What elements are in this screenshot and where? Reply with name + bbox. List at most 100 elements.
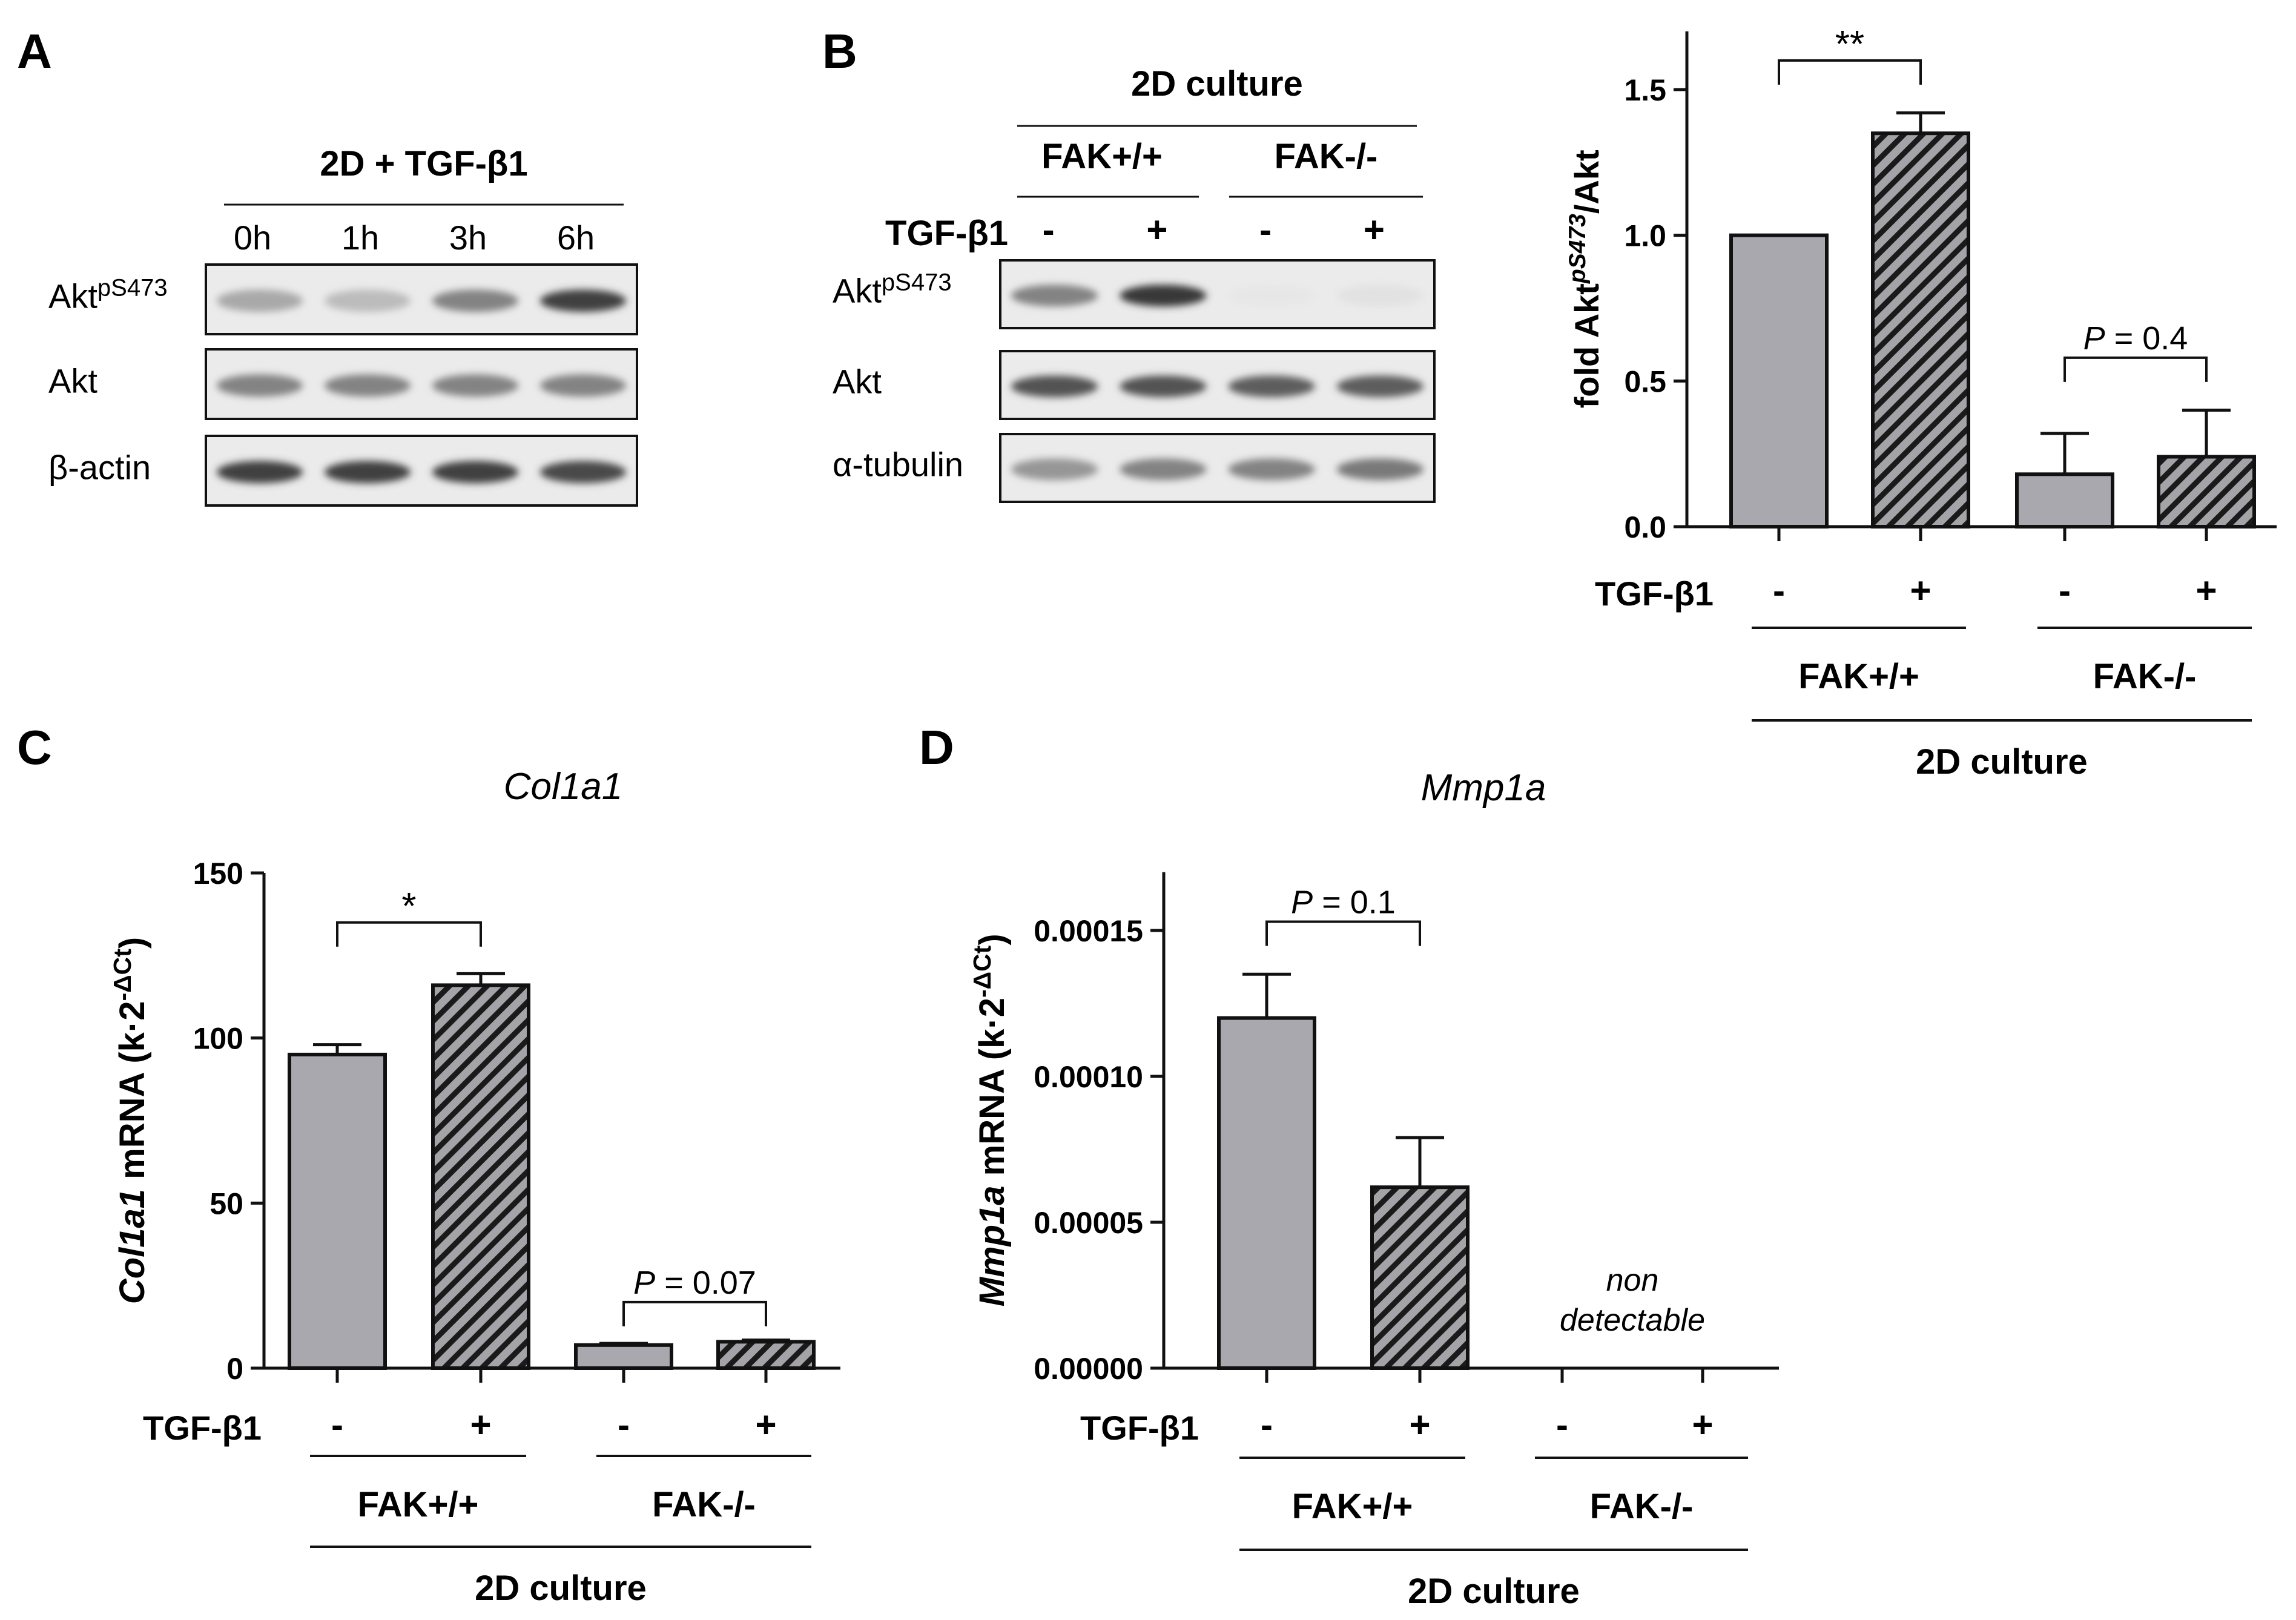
treatment-sign: + <box>2195 570 2217 611</box>
y-tick-label: 0.00010 <box>1034 1060 1143 1094</box>
panel-letter-d: D <box>919 720 954 774</box>
blot-b-treatment-sign: + <box>1364 209 1385 250</box>
significance-label: * <box>401 886 416 927</box>
row-label-base: Akt <box>833 271 882 309</box>
blot-b-treatment-sign: - <box>1259 209 1272 250</box>
row-label-base: Akt <box>48 277 97 315</box>
panel-letter-b: B <box>822 24 857 78</box>
group-label: FAK-/- <box>2093 657 2197 696</box>
blot-a-band <box>432 374 519 397</box>
bar <box>1217 1016 1316 1370</box>
treatment-sign: + <box>1409 1404 1430 1445</box>
blot-a-timepoint: 3h <box>449 219 487 257</box>
y-axis-label: Mmp1a mRNA (k·2-ΔCt) <box>968 933 1012 1306</box>
blot-a-band <box>324 461 411 484</box>
blot-b-treatment-sign: + <box>1146 209 1167 250</box>
row-label-base: Akt <box>48 361 97 400</box>
y-tick-label: 0.00000 <box>1034 1352 1143 1386</box>
chart-b-fold-akt: 0.0 0.5 1.0 1.5 fold AktpS473/Akt ** P = 0.4 TG… <box>1565 24 2277 782</box>
blot-a-band <box>216 289 303 312</box>
y-tick-label: 0.00005 <box>1034 1206 1143 1240</box>
bar <box>1871 131 1970 528</box>
group-label: FAK-/- <box>1590 1487 1694 1526</box>
culture-label: 2D culture <box>1916 742 2088 782</box>
y-axis-label: Col1a1 mRNA (k·2-ΔCt) <box>108 937 152 1304</box>
significance-label: P = 0.4 <box>2083 320 2188 357</box>
group-label: FAK+/+ <box>358 1485 479 1524</box>
panel-letter-c: C <box>17 720 52 774</box>
blot-a-band <box>216 461 303 484</box>
blot-a-band <box>432 461 519 484</box>
row-label-base: Akt <box>833 362 882 400</box>
blot-a-band <box>324 289 411 312</box>
y-tick-label: 0.5 <box>1624 364 1666 398</box>
treatment-sign: + <box>1910 570 1931 611</box>
blot-a-timepoint: 6h <box>557 219 595 257</box>
blot-b-row-label-0: AktpS473 <box>833 269 952 309</box>
y-tick-label: 0.0 <box>1624 510 1666 544</box>
blot-a-band <box>539 461 627 484</box>
y-tick-label: 1.5 <box>1624 73 1666 107</box>
blot-a-row-label-1: Akt <box>48 361 97 400</box>
blot-b-row-label-2: α-tubulin <box>833 445 963 483</box>
chart-title: Col1a1 <box>504 766 622 808</box>
row-label-base: α-tubulin <box>833 445 963 483</box>
y-tick-label: 0 <box>226 1352 243 1386</box>
bar <box>1729 233 1829 528</box>
blot-b-band <box>1120 458 1207 481</box>
blot-b-genotype: FAK+/+ <box>1041 137 1163 176</box>
blot-a-band <box>539 374 627 397</box>
blot-a-timepoint: 0h <box>234 219 271 257</box>
blot-a-row-label-2: β-actin <box>48 448 151 486</box>
chart-title: Mmp1a <box>1421 767 1546 809</box>
blot-a-row-label-0: AktpS473 <box>48 274 168 315</box>
treatment-sign: - <box>2059 570 2071 611</box>
bar <box>431 983 530 1370</box>
blot-b-band <box>1120 285 1207 307</box>
blot-b-band <box>1336 375 1424 398</box>
treatment-sign: - <box>618 1404 630 1445</box>
significance-bracket <box>2063 356 2208 382</box>
blot-a-band <box>216 374 303 397</box>
treatment-label: TGF-β1 <box>1080 1409 1199 1447</box>
y-tick-label: 0.00015 <box>1034 914 1143 948</box>
blot-b-band <box>1336 458 1424 481</box>
treatment-sign: - <box>1773 570 1785 611</box>
blot-b-band <box>1336 285 1424 307</box>
y-tick-label: 50 <box>209 1187 243 1220</box>
group-label: FAK-/- <box>652 1485 756 1524</box>
treatment-sign: - <box>1261 1404 1273 1445</box>
blot-b-genotype: FAK-/- <box>1275 137 1378 176</box>
group-label: FAK+/+ <box>1292 1487 1413 1526</box>
significance-label: P = 0.1 <box>1291 884 1396 921</box>
blot-a-band <box>539 289 627 312</box>
blot-b-treatment-sign: - <box>1043 209 1055 250</box>
treatment-sign: + <box>755 1404 776 1445</box>
blot-b-band <box>1228 285 1315 307</box>
bar <box>2015 472 2114 528</box>
treatment-sign: - <box>1556 1404 1568 1445</box>
non-detectable-label: detectable <box>1560 1303 1705 1338</box>
treatment-label: TGF-β1 <box>1595 575 1714 613</box>
panel-letter-a: A <box>17 24 52 78</box>
blot-b-band <box>1228 375 1315 398</box>
significance-label: ** <box>1835 24 1864 65</box>
significance-bracket <box>1778 59 1922 85</box>
bar <box>574 1343 673 1370</box>
y-tick-label: 1.0 <box>1624 219 1666 253</box>
blot-b-band <box>1011 458 1098 481</box>
bar <box>288 1052 387 1370</box>
bar <box>716 1340 816 1370</box>
y-tick-label: 100 <box>193 1022 243 1056</box>
bar <box>2157 455 2256 528</box>
blot-a-band <box>432 289 519 312</box>
blot-b-treatment-label: TGF-β1 <box>885 214 1008 253</box>
treatment-sign: - <box>331 1404 343 1445</box>
significance-label: P = 0.07 <box>633 1265 756 1301</box>
significance-bracket <box>1265 920 1421 946</box>
treatment-label: TGF-β1 <box>143 1409 262 1447</box>
y-tick-label: 150 <box>193 857 243 891</box>
blot-b-band <box>1228 458 1315 481</box>
treatment-sign: + <box>470 1404 491 1445</box>
